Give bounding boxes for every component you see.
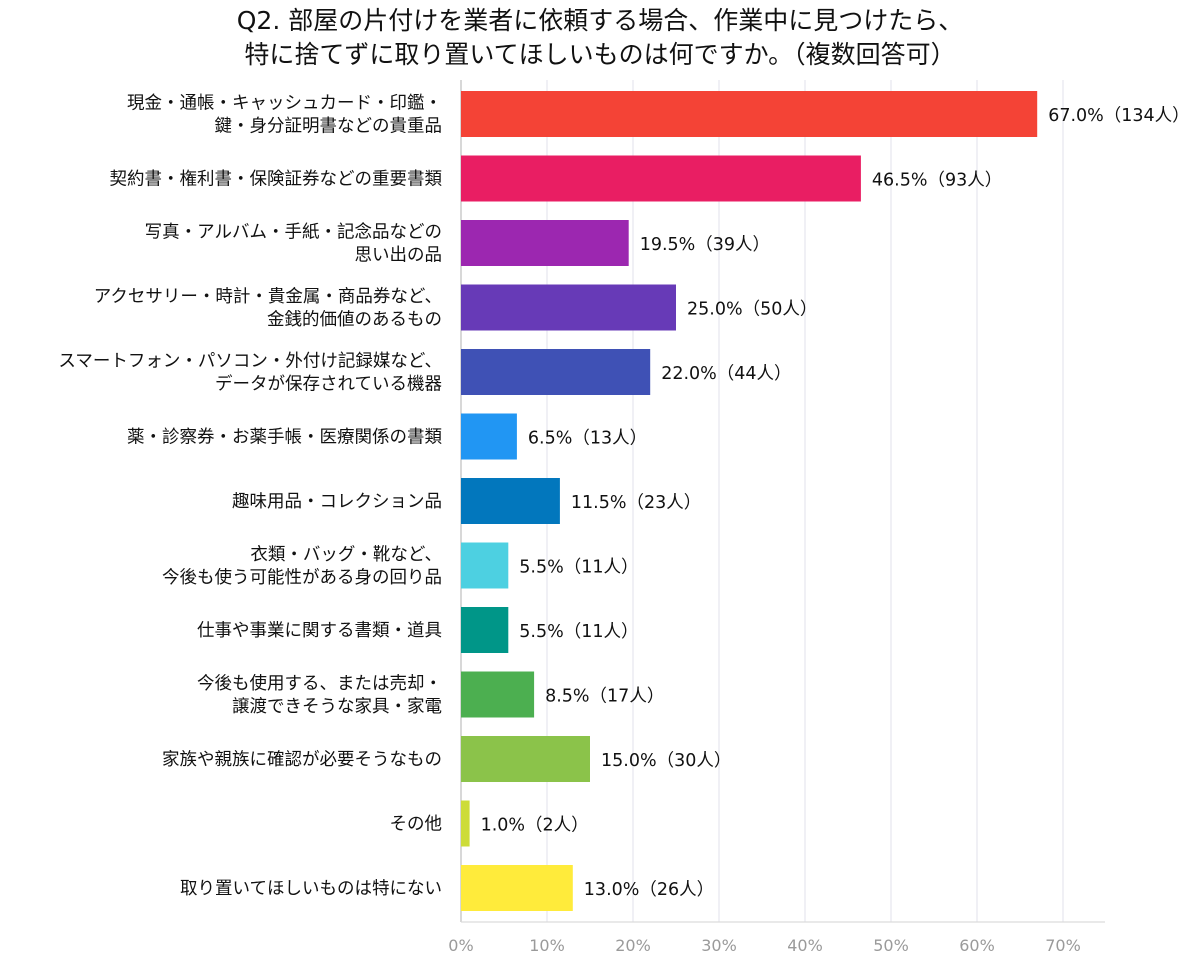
x-tick-label: 40% (787, 936, 823, 955)
category-label: 契約書・権利書・保険証券などの重要書類 (110, 170, 443, 190)
category-label: 金銭的価値のあるもの (267, 310, 442, 330)
x-tick-label: 70% (1045, 936, 1081, 955)
data-label: 19.5%（39人） (640, 235, 770, 255)
category-label: 写真・アルバム・手紙・記念品などの (145, 222, 442, 243)
data-label: 11.5%（23人） (571, 493, 701, 513)
category-label: 仕事や事業に関する書類・道具 (197, 621, 442, 641)
x-tick-label: 10% (529, 936, 565, 955)
data-label: 46.5%（93人） (872, 171, 1002, 191)
bar (461, 91, 1038, 137)
data-label: 6.5%（13人） (528, 429, 647, 449)
category-label: 家族や親族に確認が必要そうなもの (162, 750, 442, 770)
category-label: 譲渡できそうな家具・家電 (232, 697, 442, 717)
data-label: 8.5%（17人） (545, 687, 664, 707)
category-label: 鍵・身分証明書などの貴重品 (215, 117, 443, 137)
chart-title-block: Q2. 部屋の片付けを業者に依頼する場合、作業中に見つけたら、 特に捨てずに取り… (0, 4, 1200, 72)
bar (461, 413, 517, 460)
x-tick-label: 0% (448, 936, 473, 955)
bar (461, 155, 861, 202)
category-label: 衣類・バッグ・靴など、 (250, 545, 442, 565)
x-tick-label: 60% (959, 936, 995, 955)
category-label: その他 (390, 815, 443, 835)
x-tick-label: 20% (615, 936, 651, 955)
bar (461, 865, 573, 911)
category-label: 取り置いてほしいものは特にない (180, 879, 442, 899)
data-label: 5.5%（11人） (519, 622, 638, 642)
x-tick-label: 30% (701, 936, 737, 955)
chart-title: Q2. 部屋の片付けを業者に依頼する場合、作業中に見つけたら、 (236, 6, 964, 35)
data-label: 67.0%（134人） (1048, 106, 1190, 126)
bar (461, 542, 509, 589)
bar (461, 736, 590, 782)
category-label: 思い出の品 (355, 246, 443, 266)
chart-subtitle: 特に捨てずに取り置いてほしいものは何ですか。（複数回答可） (244, 40, 956, 69)
category-label: 現金・通帳・キャッシュカード・印鑑・ (127, 94, 442, 114)
data-label: 25.0%（50人） (687, 300, 817, 320)
category-label: 趣味用品・コレクション品 (232, 492, 442, 512)
data-label: 5.5%（11人） (519, 558, 638, 578)
bar (461, 220, 629, 266)
bar (461, 284, 676, 331)
category-label: 今後も使用する、または売却・ (197, 673, 442, 694)
data-label: 15.0%（30人） (601, 751, 731, 771)
category-label: データが保存されている機器 (215, 374, 442, 395)
data-label: 1.0%（2人） (481, 816, 589, 836)
bar (461, 671, 535, 718)
category-label: 薬・診察券・お薬手帳・医療関係の書類 (127, 428, 442, 448)
category-label: アクセサリー・時計・貴金属・商品券など、 (94, 287, 442, 307)
bar (461, 478, 560, 524)
bar (461, 349, 651, 395)
bar (461, 800, 470, 847)
category-label: スマートフォン・パソコン・外付け記録媒など、 (58, 352, 442, 372)
category-label: 今後も使う可能性がある身の回り品 (162, 567, 442, 588)
data-label: 22.0%（44人） (661, 364, 791, 384)
bar (461, 607, 509, 653)
x-tick-label: 50% (873, 936, 909, 955)
data-label: 13.0%（26人） (584, 880, 714, 900)
